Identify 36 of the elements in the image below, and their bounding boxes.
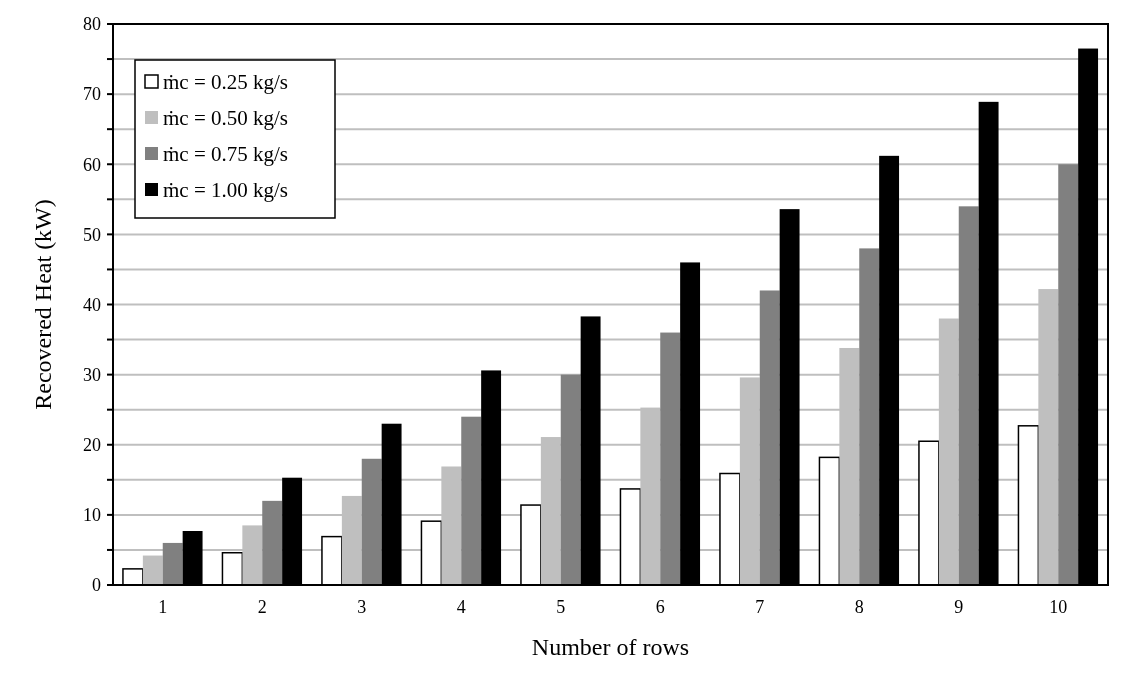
y-tick-label: 0 [92, 575, 101, 596]
bar [660, 332, 681, 585]
legend-label: ṁc = 1.00 kg/s [163, 178, 289, 203]
bar [859, 248, 880, 585]
y-tick-label: 30 [83, 364, 101, 385]
x-tick-label: 10 [1049, 597, 1068, 617]
x-tick-label: 4 [456, 597, 466, 617]
x-tick-label: 5 [556, 597, 566, 617]
x-tick-label: 7 [755, 597, 765, 617]
bar [162, 542, 183, 585]
legend-label: ṁc = 0.75 kg/s [163, 142, 289, 167]
x-tick-label: 9 [954, 597, 964, 617]
y-tick-label: 80 [83, 14, 101, 35]
x-tick-label: 8 [854, 597, 864, 617]
bar [958, 206, 979, 585]
y-tick-label: 60 [83, 154, 101, 175]
x-tick-label: 6 [655, 597, 665, 617]
y-tick-label: 40 [83, 294, 101, 315]
bar [759, 290, 780, 585]
bar [361, 458, 382, 585]
y-axis-title: Recovered Heat (kW) [30, 199, 56, 410]
y-tick-label: 50 [83, 224, 101, 245]
bar [560, 374, 581, 585]
y-tick-label: 20 [83, 435, 101, 456]
bar [142, 555, 163, 585]
bar [1058, 164, 1079, 585]
bar [262, 500, 283, 585]
bar [461, 416, 482, 585]
legend-label: ṁc = 0.25 kg/s [163, 70, 289, 95]
legend-label: ṁc = 0.50 kg/s [163, 106, 289, 131]
x-tick-label: 2 [257, 597, 267, 617]
x-axis-title: Number of rows [531, 634, 690, 660]
x-tick-label: 1 [158, 597, 168, 617]
y-tick-label: 70 [83, 84, 101, 105]
y-tick-label: 10 [83, 505, 101, 526]
x-tick-label: 3 [357, 597, 367, 617]
